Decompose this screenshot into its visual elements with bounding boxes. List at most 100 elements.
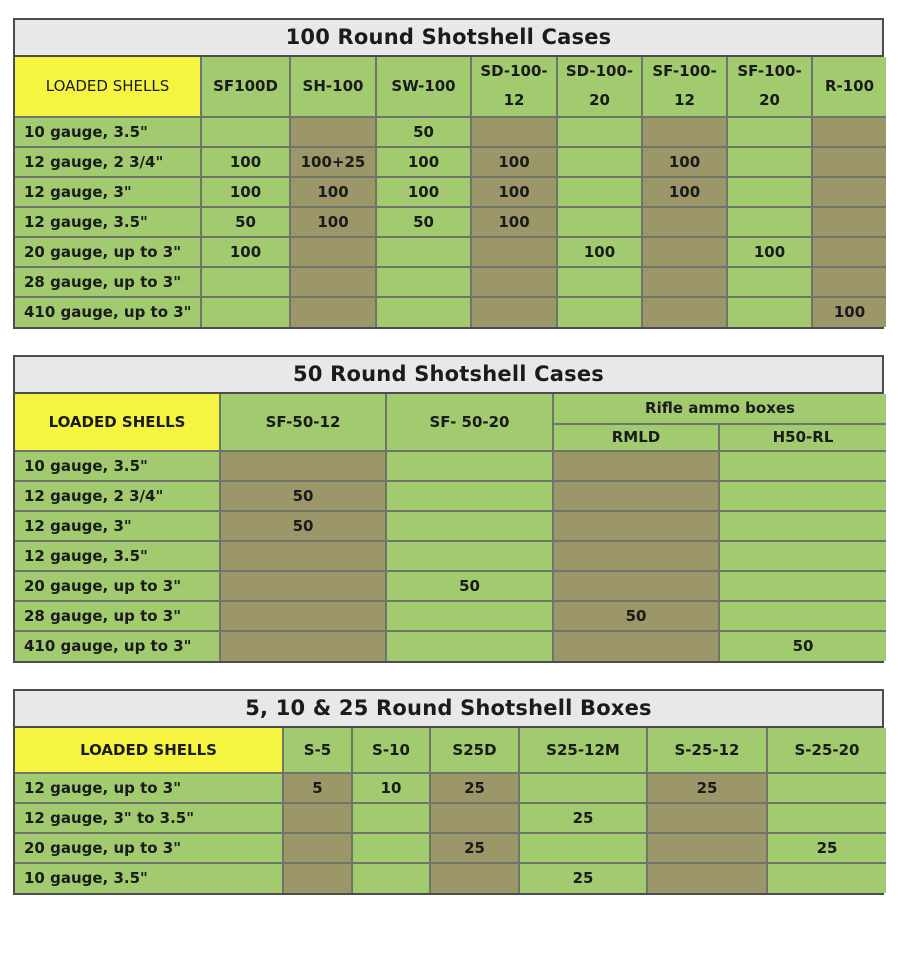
value-cell: [351, 801, 431, 834]
value-cell: [375, 235, 472, 268]
header-row: LOADED SHELLS SF100D SH-100 SW-100 SD-100-12…: [15, 57, 886, 118]
5-10-25-round-shotshell-boxes-table: LOADED SHELLS S-5 S-10 S25D S25-12M S-25-12 S-…: [15, 727, 886, 893]
group-header-cell: Rifle ammo boxes: [552, 393, 886, 425]
value-cell: [726, 295, 813, 327]
column-header-cell: RMLD: [553, 422, 720, 452]
value-cell: 100: [375, 145, 472, 178]
value-cell: [289, 295, 377, 327]
table-row: 20 gauge, up to 3" 100 100 100: [15, 235, 886, 268]
value-cell: 100: [641, 145, 728, 178]
row-label-cell: 20 gauge, up to 3": [15, 235, 202, 268]
value-cell: 25: [429, 831, 520, 864]
value-cell: 100: [375, 175, 472, 208]
value-cell: 100: [200, 145, 291, 178]
value-cell: 50: [718, 629, 886, 661]
row-label-cell: 12 gauge, 3": [15, 175, 202, 208]
table-host-50-round-cases: LOADED SHELLS SF-50-12 SF- 50-20 Rifle ammo…: [15, 393, 886, 661]
value-cell: [552, 479, 720, 512]
value-cell: [518, 831, 648, 864]
value-cell: [385, 449, 554, 482]
value-cell: [552, 449, 720, 482]
value-cell: [641, 205, 728, 238]
value-cell: [646, 861, 768, 893]
table-row: 12 gauge, up to 3" 5 10 25 25: [15, 771, 886, 804]
column-header-cell: SF-100-12: [641, 57, 728, 118]
corner-header-cell: LOADED SHELLS: [15, 57, 202, 118]
value-cell: [552, 509, 720, 542]
value-cell: [726, 205, 813, 238]
value-cell: [556, 115, 643, 148]
table-row: 12 gauge, 3" 100 100 100 100 100: [15, 175, 886, 208]
value-cell: 100: [470, 145, 558, 178]
row-label-cell: 20 gauge, up to 3": [15, 569, 221, 602]
column-header-cell: S-10: [351, 727, 431, 774]
value-cell: [718, 479, 886, 512]
value-cell: [718, 449, 886, 482]
value-cell: 100: [556, 235, 643, 268]
value-cell: [282, 801, 353, 834]
table-row: 410 gauge, up to 3" 100: [15, 295, 886, 327]
value-cell: [811, 115, 886, 148]
value-cell: 50: [552, 599, 720, 632]
value-cell: [470, 265, 558, 298]
column-header-cell: S-25-20: [766, 727, 886, 774]
table-row: 12 gauge, 2 3/4" 100 100+25 100 100 100: [15, 145, 886, 178]
column-header-cell: S25-12M: [518, 727, 648, 774]
row-label-cell: 10 gauge, 3.5": [15, 449, 221, 482]
value-cell: [289, 235, 377, 268]
value-cell: [375, 295, 472, 327]
value-cell: [200, 295, 291, 327]
value-cell: [385, 629, 554, 661]
value-cell: [552, 569, 720, 602]
value-cell: [200, 265, 291, 298]
column-header-cell: R-100: [811, 57, 886, 118]
value-cell: [552, 629, 720, 661]
column-header-cell: S25D: [429, 727, 520, 774]
corner-header-cell: LOADED SHELLS: [15, 393, 221, 452]
value-cell: [811, 235, 886, 268]
table-title-100-round-cases: 100 Round Shotshell Cases: [15, 20, 882, 57]
50-round-shotshell-cases-table: LOADED SHELLS SF-50-12 SF- 50-20 Rifle ammo…: [15, 393, 886, 661]
value-cell: 100: [470, 175, 558, 208]
value-cell: 50: [375, 115, 472, 148]
value-cell: [726, 265, 813, 298]
row-label-cell: 12 gauge, 2 3/4": [15, 479, 221, 512]
value-cell: [219, 629, 387, 661]
value-cell: 10: [351, 771, 431, 804]
table-host-5-10-25-round-boxes: LOADED SHELLS S-5 S-10 S25D S25-12M S-25-12 S-…: [15, 727, 886, 893]
value-cell: [726, 175, 813, 208]
table-row: 28 gauge, up to 3": [15, 265, 886, 298]
value-cell: 5: [282, 771, 353, 804]
row-label-cell: 12 gauge, up to 3": [15, 771, 284, 804]
column-header-cell: S-25-12: [646, 727, 768, 774]
value-cell: [556, 145, 643, 178]
value-cell: [385, 479, 554, 512]
table-row: 10 gauge, 3.5": [15, 449, 886, 482]
value-cell: 100: [200, 235, 291, 268]
value-cell: [641, 295, 728, 327]
value-cell: [811, 175, 886, 208]
value-cell: [289, 115, 377, 148]
value-cell: [766, 771, 886, 804]
value-cell: 25: [646, 771, 768, 804]
column-header-cell: H50-RL: [718, 422, 886, 452]
value-cell: [726, 115, 813, 148]
value-cell: [282, 861, 353, 893]
value-cell: [219, 569, 387, 602]
value-cell: [429, 861, 520, 893]
value-cell: [556, 295, 643, 327]
value-cell: [385, 539, 554, 572]
header-row: LOADED SHELLS SF-50-12 SF- 50-20 Rifle ammo…: [15, 393, 886, 452]
value-cell: [219, 599, 387, 632]
table-row: 10 gauge, 3.5" 25: [15, 861, 886, 893]
value-cell: [429, 801, 520, 834]
value-cell: 50: [219, 509, 387, 542]
value-cell: [718, 509, 886, 542]
table-section-50-round-cases: 50 Round Shotshell Cases LOADED SHELLS SF…: [13, 354, 886, 663]
value-cell: 100: [811, 295, 886, 327]
header-row: LOADED SHELLS S-5 S-10 S25D S25-12M S-25-12 S-…: [15, 727, 886, 774]
value-cell: [552, 539, 720, 572]
value-cell: [556, 205, 643, 238]
value-cell: [766, 861, 886, 893]
column-header-cell: SF-50-12: [219, 393, 387, 452]
